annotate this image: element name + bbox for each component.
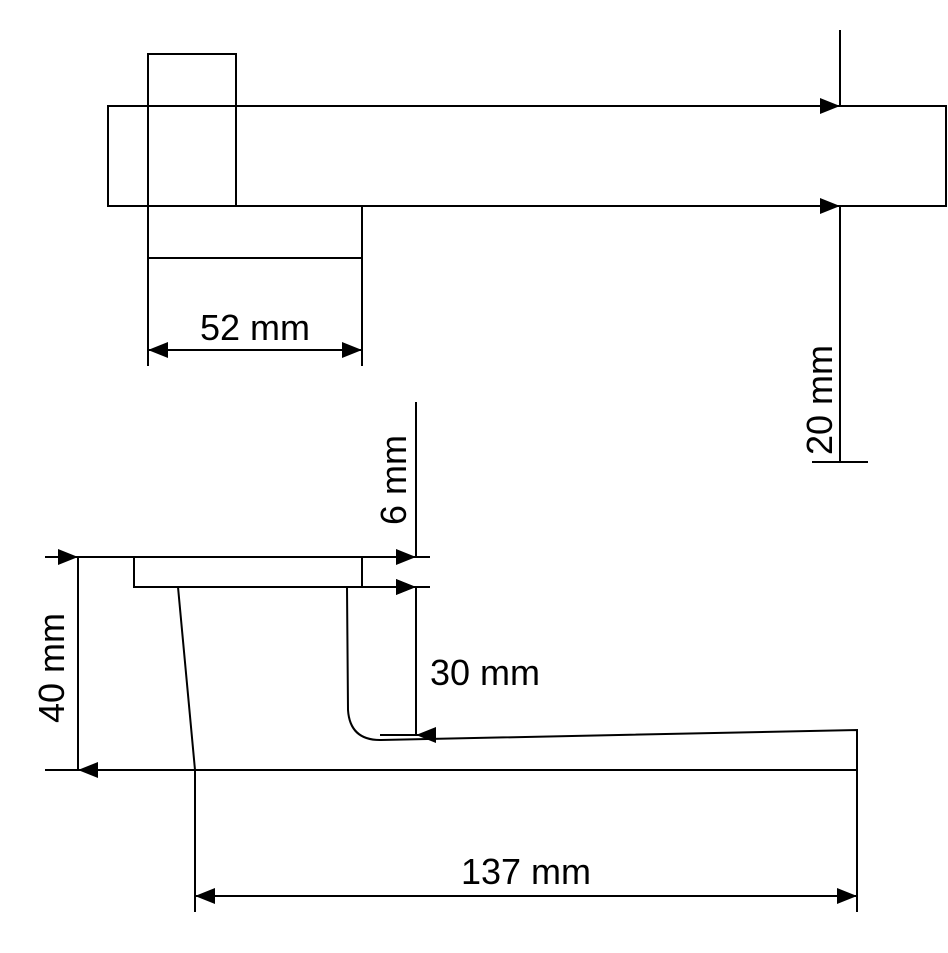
dim-20mm: 20 mm [799,30,946,462]
dim-52mm-label: 52 mm [200,307,310,348]
lever-bar [108,106,946,206]
dim-30mm: 30 mm [380,587,540,735]
technical-drawing: 52 mm 20 mm 6 mm 30 [0,0,948,953]
dim-6mm: 6 mm [362,402,430,636]
top-view: 52 mm 20 mm [108,30,946,462]
dim-137mm-label: 137 mm [461,851,591,892]
rose-under [148,206,362,258]
dim-52mm: 52 mm [148,258,362,366]
dim-137mm: 137 mm [195,770,857,912]
rose-plate-side [134,557,362,587]
dim-30mm-label: 30 mm [430,652,540,693]
dim-40mm-label: 40 mm [31,613,72,723]
side-view: 6 mm 30 mm 40 mm 137 mm [31,402,857,912]
rose-top-square [148,54,236,106]
dim-40mm: 40 mm [31,557,195,770]
dim-20mm-label: 20 mm [799,345,840,455]
dim-6mm-label: 6 mm [373,435,414,525]
